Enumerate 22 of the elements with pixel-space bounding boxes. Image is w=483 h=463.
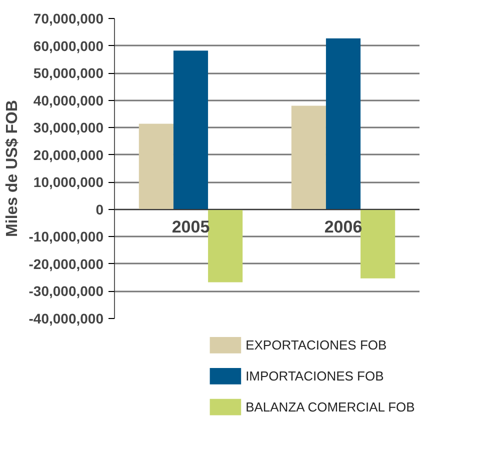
bar [208,209,243,282]
y-tick-label: 10,000,000 [33,174,104,190]
legend-label: IMPORTACIONES FOB [246,368,384,384]
bar [326,38,361,210]
legend-label: EXPORTACIONES FOB [246,338,387,353]
bar [360,209,396,278]
y-tick-label: 60,000,000 [33,38,104,54]
y-tick-label: 20,000,000 [33,146,104,163]
y-tick-label: 0 [96,201,104,218]
y-tick-label: 40,000,000 [33,92,104,108]
bar [138,124,174,210]
legend-label: BALANZA COMERCIAL FOB [246,400,415,415]
y-tick-label: -10,000,000 [28,228,104,245]
y-axis-title: Miles de US$ FOB [4,100,21,237]
y-tick-label: -30,000,000 [28,283,104,300]
y-tick-label: 50,000,000 [33,65,104,82]
y-tick-label: 70,000,000 [33,10,104,26]
y-tick-label: 30,000,000 [33,120,104,136]
bar [173,50,208,210]
y-tick-label: -20,000,000 [28,256,104,272]
y-tick-label: -40,000,000 [28,310,104,326]
bar [291,106,326,210]
